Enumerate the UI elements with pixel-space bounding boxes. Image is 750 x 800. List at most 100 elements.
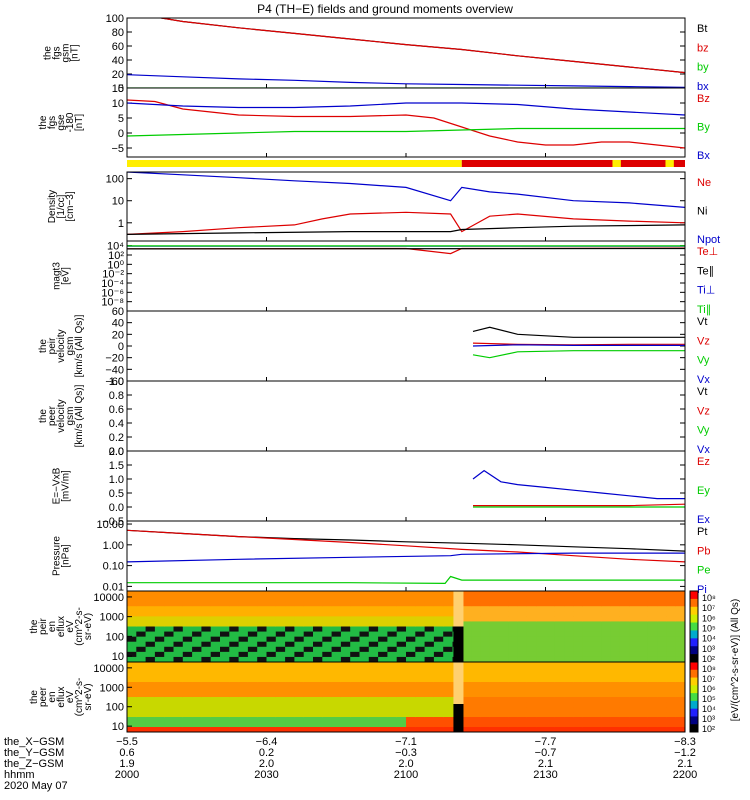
spectrogram-cell	[582, 656, 593, 663]
legend-entry: Pt	[697, 526, 707, 538]
spectrogram-cell	[536, 646, 546, 653]
spectrogram-cell	[220, 717, 230, 723]
y-tick-label: 0	[118, 83, 124, 95]
spectrogram-cell	[499, 611, 509, 617]
spectrogram-cell	[480, 646, 491, 653]
spectrogram-cell	[378, 636, 388, 643]
y-axis-label: gsm	[65, 407, 76, 426]
spectrogram-cell	[554, 692, 565, 698]
spectrogram-cell	[489, 727, 500, 733]
spectrogram-cell	[378, 717, 388, 723]
spectrogram-cell	[536, 591, 546, 597]
spectrogram-cell	[220, 712, 230, 718]
spectrogram-cell	[499, 707, 509, 713]
spectrogram-cell	[536, 682, 546, 688]
spectrogram-cell	[647, 656, 658, 663]
spectrogram-cell	[573, 712, 584, 718]
spectrogram-cell	[461, 636, 472, 643]
spectrogram-cell	[313, 697, 323, 703]
spectrogram-cell	[173, 601, 184, 607]
spectrogram-cell	[554, 626, 565, 633]
spectrogram-cell	[499, 677, 509, 683]
spectrogram-cell	[564, 606, 574, 612]
spectrogram-cell	[127, 631, 137, 638]
spectrogram-cell	[526, 662, 537, 668]
spectrogram-cell	[517, 682, 528, 688]
spectrogram-cell	[638, 601, 649, 607]
spectrogram-cell	[433, 621, 444, 627]
spectrogram-cell	[294, 687, 305, 693]
spectrogram-cell	[127, 601, 137, 607]
spectrogram-cell	[619, 677, 630, 683]
spectrogram-cell	[461, 722, 472, 728]
spectrogram-cell	[350, 677, 360, 683]
spectrogram-cell	[592, 697, 602, 703]
spectrogram-cell	[424, 626, 435, 633]
spectrogram-cell	[136, 707, 147, 713]
spectrogram-cell	[127, 611, 137, 617]
panel-frame	[126, 380, 686, 452]
spectrogram-cell	[480, 621, 491, 627]
spectrogram-cell	[601, 591, 612, 597]
spectrogram-cell	[517, 662, 528, 668]
spectrogram-cell	[545, 707, 556, 713]
status-bar-yellow	[612, 160, 621, 167]
spectrogram-cell	[406, 662, 416, 668]
spectrogram-cell	[406, 712, 416, 718]
spectrogram-cell	[396, 667, 407, 673]
spectrogram-cell	[610, 636, 621, 643]
spectrogram-cell	[564, 626, 574, 633]
spectrogram-cell	[182, 687, 193, 693]
spectrogram-cell	[257, 601, 267, 607]
spectrogram-cell	[368, 596, 379, 602]
spectrogram-cell	[340, 702, 351, 708]
spectrogram-cell	[647, 606, 658, 612]
colorbar-tick-label: 10²	[702, 654, 715, 664]
spectrogram-cell	[220, 621, 230, 627]
spectrogram-cell	[229, 692, 240, 698]
spectrogram-cell	[554, 677, 565, 683]
y-axis-label: en	[47, 691, 58, 702]
spectrogram-cell	[182, 722, 193, 728]
spectrogram-cell	[647, 616, 658, 622]
y-tick-label: 60	[112, 306, 124, 318]
spectrogram-cell	[508, 727, 519, 733]
spectrogram-cell	[638, 611, 649, 617]
panel-frame	[126, 240, 686, 312]
spectrogram-cell	[424, 692, 435, 698]
spectrogram-cell	[359, 591, 370, 597]
spectrogram-cell	[359, 662, 370, 668]
series-line-Pi	[127, 552, 685, 563]
spectrogram-cell	[313, 646, 323, 653]
x-row-label: the_X−GSM	[4, 736, 64, 748]
spectrogram-cell	[229, 656, 240, 663]
spectrogram-cell	[619, 626, 630, 633]
spectrogram-cell	[601, 662, 612, 668]
spectrogram-cell	[554, 682, 565, 688]
spectrogram-cell	[508, 626, 519, 633]
spectrogram-cell	[657, 672, 667, 678]
spectrogram-cell	[610, 702, 621, 708]
spectrogram-cell	[275, 626, 286, 633]
y-axis-label: eV	[65, 691, 76, 704]
spectrogram-cell	[257, 621, 267, 627]
spectrogram-cell	[433, 682, 444, 688]
spectrogram-cell	[647, 697, 658, 703]
spectrogram-cell	[443, 641, 453, 648]
spectrogram-cell	[238, 702, 249, 708]
spectrogram-cell	[480, 606, 491, 612]
spectrogram-cell	[266, 591, 277, 597]
spectrogram-cell	[368, 717, 379, 723]
spectrogram-cell	[647, 646, 658, 653]
spectrogram-cell	[173, 677, 184, 683]
spectrogram-cell	[610, 611, 621, 617]
spectrogram-cell	[406, 692, 416, 698]
spectrogram-cell	[368, 712, 379, 718]
spectrogram-cell	[192, 606, 202, 612]
spectrogram-cell	[582, 707, 593, 713]
spectrogram-cell	[136, 727, 147, 733]
spectrogram-cell	[415, 702, 426, 708]
spectrogram-cell	[675, 641, 686, 648]
spectrogram-cell	[378, 677, 388, 683]
spectrogram-cell	[554, 672, 565, 678]
